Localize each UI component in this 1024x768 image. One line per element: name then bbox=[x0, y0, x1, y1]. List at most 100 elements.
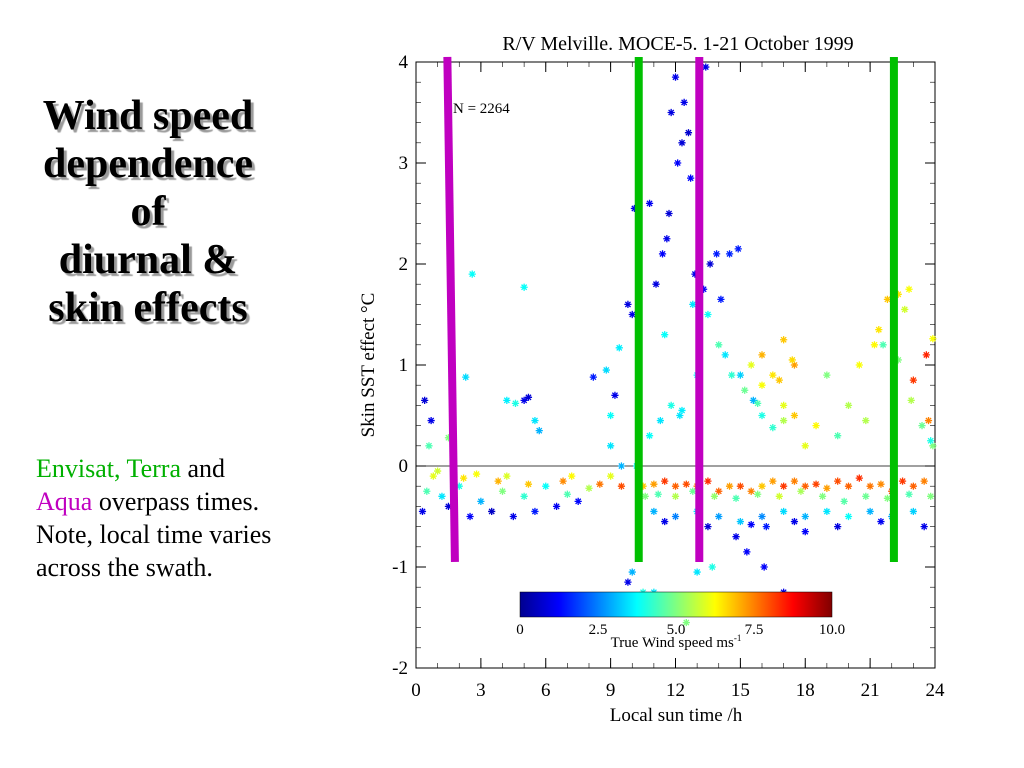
data-point bbox=[602, 366, 610, 374]
colorbar-tick-label: 5.0 bbox=[667, 622, 686, 638]
data-point bbox=[870, 341, 879, 349]
data-point bbox=[689, 300, 697, 308]
data-point bbox=[712, 250, 721, 258]
y-tick-label: -2 bbox=[392, 658, 408, 679]
data-point bbox=[909, 376, 917, 384]
data-point bbox=[834, 432, 842, 440]
chart-title: R/V Melville. MOCE-5. 1-21 October 1999 bbox=[502, 33, 853, 55]
data-point bbox=[736, 371, 744, 379]
colorbar-tick-label: 10.0 bbox=[819, 622, 845, 638]
data-point bbox=[769, 477, 777, 485]
aqua-label: Aqua bbox=[36, 487, 93, 516]
data-point bbox=[747, 520, 755, 529]
data-point bbox=[691, 270, 699, 278]
data-point bbox=[801, 512, 809, 521]
data-point bbox=[706, 260, 714, 268]
data-point bbox=[641, 492, 649, 500]
data-point bbox=[747, 487, 755, 495]
envisat-terra-label: Envisat, Terra bbox=[36, 454, 181, 483]
x-tick-label: 21 bbox=[861, 680, 880, 701]
data-point bbox=[684, 129, 693, 137]
data-point bbox=[743, 548, 751, 556]
data-point bbox=[710, 492, 719, 500]
data-point bbox=[682, 480, 690, 488]
data-point bbox=[732, 494, 740, 502]
data-point bbox=[732, 533, 740, 541]
data-point bbox=[898, 477, 907, 485]
data-point bbox=[462, 373, 470, 381]
note-and: and bbox=[180, 454, 226, 483]
note-rest: overpass times. Note, local time varies … bbox=[36, 487, 272, 582]
colorbar-label: True Wind speed ms-1 bbox=[611, 633, 742, 651]
data-point bbox=[812, 480, 820, 488]
data-point bbox=[524, 480, 533, 488]
data-point bbox=[762, 523, 770, 531]
data-point bbox=[645, 432, 654, 440]
data-point bbox=[704, 310, 712, 319]
data-point bbox=[682, 618, 690, 627]
data-point bbox=[801, 482, 809, 490]
title-line: Wind speed bbox=[42, 93, 254, 139]
data-point bbox=[654, 490, 662, 498]
data-point bbox=[883, 494, 892, 502]
data-point bbox=[844, 401, 853, 409]
data-point bbox=[498, 487, 507, 495]
data-point bbox=[667, 401, 675, 409]
data-point bbox=[511, 399, 520, 407]
data-point bbox=[656, 416, 664, 425]
data-point bbox=[929, 335, 937, 343]
data-point bbox=[840, 497, 848, 505]
data-point bbox=[788, 356, 796, 364]
colorbar-tick-label: 7.5 bbox=[745, 622, 764, 638]
data-points bbox=[418, 63, 937, 627]
data-point bbox=[444, 502, 453, 510]
data-point bbox=[927, 437, 935, 445]
data-point bbox=[434, 467, 442, 475]
data-point bbox=[708, 563, 716, 571]
data-point bbox=[617, 482, 626, 490]
data-point bbox=[754, 490, 762, 498]
data-point bbox=[678, 139, 686, 147]
data-point bbox=[607, 411, 615, 420]
data-point bbox=[585, 484, 593, 492]
data-point bbox=[920, 523, 928, 531]
data-point bbox=[509, 512, 517, 521]
data-point bbox=[639, 482, 647, 490]
data-point bbox=[801, 442, 809, 450]
x-tick-label: 18 bbox=[796, 680, 815, 701]
colorbar-tick-label: 2.5 bbox=[589, 622, 608, 638]
data-point bbox=[790, 477, 799, 485]
slide-title: Wind speed dependence of diurnal & skin … bbox=[8, 92, 288, 332]
data-point bbox=[924, 416, 933, 425]
data-point bbox=[667, 108, 675, 117]
data-point bbox=[563, 490, 571, 498]
data-point bbox=[520, 492, 528, 500]
data-point bbox=[715, 341, 723, 349]
data-point bbox=[658, 250, 667, 258]
x-tick-labels: 0 3 6 9 12 15 18 21 24 bbox=[411, 680, 945, 701]
data-point bbox=[749, 396, 757, 404]
data-point bbox=[607, 442, 615, 450]
data-point bbox=[801, 528, 809, 536]
data-point bbox=[780, 336, 788, 344]
skin-sst-scatter-chart: R/V Melville. MOCE-5. 1-21 October 1999 … bbox=[358, 33, 945, 726]
x-tick-label: 12 bbox=[666, 680, 685, 701]
data-point bbox=[780, 401, 788, 409]
colorbar-tick-label: 0 bbox=[516, 622, 524, 638]
data-point bbox=[905, 490, 913, 498]
sample-count-label: N = 2264 bbox=[453, 101, 510, 117]
data-point bbox=[671, 492, 680, 500]
data-point bbox=[862, 492, 870, 500]
data-point bbox=[674, 159, 682, 167]
data-point bbox=[920, 477, 928, 485]
data-point bbox=[754, 399, 762, 407]
y-tick-label: 1 bbox=[399, 355, 409, 376]
y-tick-label: -1 bbox=[392, 557, 408, 578]
data-point bbox=[611, 391, 619, 399]
data-point bbox=[574, 497, 582, 505]
data-point bbox=[542, 482, 550, 490]
data-point bbox=[423, 487, 431, 495]
data-point bbox=[834, 477, 842, 485]
data-point bbox=[687, 174, 695, 182]
data-point bbox=[736, 482, 744, 490]
